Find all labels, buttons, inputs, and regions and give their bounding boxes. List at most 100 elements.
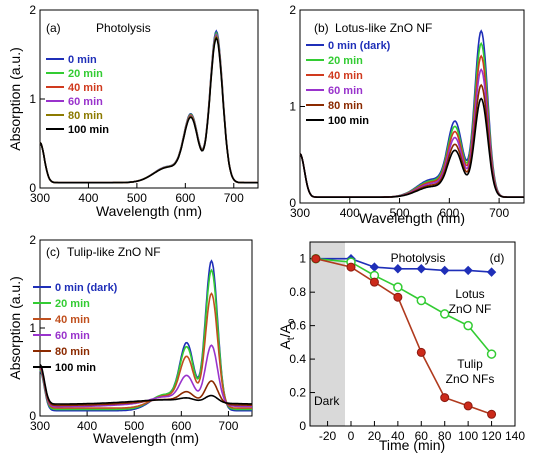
- legend-label: 80 min: [55, 346, 90, 358]
- tulip-label-line1: Tulip: [457, 357, 483, 371]
- panel-a-ylabel: Absorption (a.u.): [7, 47, 23, 151]
- legend-label: 0 min (dark): [55, 282, 118, 294]
- x-tick-label: 400: [78, 191, 98, 205]
- panel-c-legend: 0 min (dark) 20 min 40 min 60 min 80 min 100 …: [33, 282, 118, 374]
- x-tick-label: 60: [415, 429, 429, 443]
- data-point: [463, 401, 473, 411]
- x-tick-label: 700: [218, 419, 238, 433]
- panel-c-curves: [39, 259, 253, 412]
- x-tick-label: 500: [124, 419, 144, 433]
- x-tick-label: 300: [290, 206, 310, 220]
- x-tick-label: 300: [30, 419, 50, 433]
- data-point: [416, 295, 427, 306]
- panel-c-ticks: 300 400 500 600 700 0 1 2: [29, 233, 238, 433]
- panel-c: 300 400 500 600 700 0 1 2 0 min (dark) 20 min 40 …: [7, 233, 253, 446]
- x-tick-label: 80: [438, 429, 452, 443]
- panel-c-title: Tulip-like ZnO NF: [67, 245, 161, 259]
- y-tick-label: 0.6: [289, 319, 306, 333]
- legend-label: 0 min (dark): [328, 40, 391, 52]
- x-tick-label: 500: [127, 191, 147, 205]
- panel-d-ylabel-sub2: o: [286, 318, 297, 324]
- y-tick-label: 0: [29, 181, 36, 195]
- legend-label: 40 min: [328, 70, 363, 82]
- panel-d-xlabel: Time (min): [379, 437, 445, 453]
- x-tick-label: 600: [171, 419, 191, 433]
- y-tick-label: 2: [289, 3, 296, 17]
- y-tick-label: 1: [29, 321, 36, 335]
- data-point: [393, 292, 403, 302]
- panel-c-id: (c): [46, 245, 60, 259]
- x-tick-label: 100: [458, 429, 478, 443]
- y-tick-label: 0: [29, 409, 36, 423]
- legend-label: 60 min: [68, 96, 103, 108]
- panel-c-frame: [39, 239, 253, 417]
- panel-b-id: (b): [314, 21, 329, 35]
- y-tick-label: 0: [289, 196, 296, 210]
- data-point: [486, 349, 497, 359]
- panel-a-id: (a): [46, 21, 61, 35]
- panel-d-id: (d): [490, 251, 505, 265]
- x-tick-label: 20: [368, 429, 382, 443]
- legend-label: 60 min: [55, 330, 90, 342]
- panel-b-curves: [299, 29, 524, 198]
- y-tick-label: 2: [29, 3, 36, 17]
- panel-d-ylabel: At/Ao: [277, 318, 297, 349]
- panel-d: -20 0 20 40 60 80 100 120 140 0 0.2 0.4 0.6 0.8 1 Dark…: [277, 241, 525, 453]
- panel-b-title: Lotus-like ZnO NF: [335, 21, 432, 35]
- y-tick-label: 0.2: [289, 386, 306, 400]
- panel-b-legend: 0 min (dark) 20 min 40 min 60 min 80 min 100 …: [306, 40, 391, 127]
- y-tick-label: 0.8: [289, 285, 306, 299]
- x-tick-label: 700: [489, 206, 509, 220]
- x-tick-label: 120: [482, 429, 502, 443]
- panel-d-frame: [309, 241, 516, 427]
- x-tick-label: 700: [224, 191, 244, 205]
- legend-label: 40 min: [68, 82, 103, 94]
- x-tick-label: 400: [77, 419, 97, 433]
- data-point: [487, 409, 497, 419]
- panel-c-xlabel: Wavelength (nm): [93, 430, 199, 446]
- x-tick-label: 0: [348, 429, 355, 443]
- panel-b-ticks: 300 400 500 600 700 0 1 2: [289, 3, 509, 220]
- y-tick-label: 1: [299, 252, 306, 266]
- x-tick-label: 600: [175, 191, 195, 205]
- legend-label: 80 min: [68, 110, 103, 122]
- data-point: [439, 309, 450, 319]
- panel-d-ylabel-sep: /A: [277, 323, 293, 337]
- legend-label: 100 min: [68, 124, 109, 136]
- panel-a-title: Photolysis: [96, 21, 151, 35]
- panel-d-ylabel-main: A: [277, 339, 293, 349]
- spectrum-line: [39, 36, 258, 184]
- legend-label: 40 min: [55, 314, 90, 326]
- tulip-label-line2: ZnO NFs: [446, 372, 495, 386]
- legend-label: 20 min: [328, 55, 363, 67]
- photolysis-label: Photolysis: [391, 251, 446, 265]
- x-tick-label: 600: [439, 206, 459, 220]
- x-tick-label: 500: [390, 206, 410, 220]
- data-point: [463, 320, 473, 331]
- legend-label: 0 min: [68, 54, 97, 66]
- spectrum-line: [39, 363, 252, 405]
- panel-a: 300 400 500 600 700 0 1 2 0 min 20 min 40 min 60 m…: [7, 3, 259, 219]
- x-tick-label: 40: [391, 429, 405, 443]
- panel-a-curves: [39, 29, 258, 184]
- panel-d-curves: [311, 253, 497, 419]
- legend-label: 100 min: [328, 115, 369, 127]
- panel-a-ticks: 300 400 500 600 700 0 1 2: [29, 3, 244, 205]
- x-tick-label: 300: [30, 191, 50, 205]
- panel-a-legend: 0 min 20 min 40 min 60 min 80 min 100 min: [46, 54, 109, 136]
- lotus-label-line2: ZnO NF: [449, 302, 492, 316]
- spectrum-line: [299, 97, 524, 198]
- y-tick-label: 1: [29, 92, 36, 106]
- y-tick-label: 0: [299, 419, 306, 433]
- data-point: [440, 393, 450, 403]
- y-tick-label: 1: [289, 100, 296, 114]
- dark-region: [310, 242, 345, 426]
- data-point: [440, 265, 450, 276]
- legend-label: 20 min: [55, 298, 90, 310]
- y-tick-label: 0.4: [289, 352, 306, 366]
- panel-b: 300 400 500 600 700 0 1 2 0 min (dark) 20 min 40 …: [289, 3, 525, 226]
- data-point: [311, 254, 321, 264]
- panel-b-xlabel: Wavelength (nm): [359, 210, 465, 226]
